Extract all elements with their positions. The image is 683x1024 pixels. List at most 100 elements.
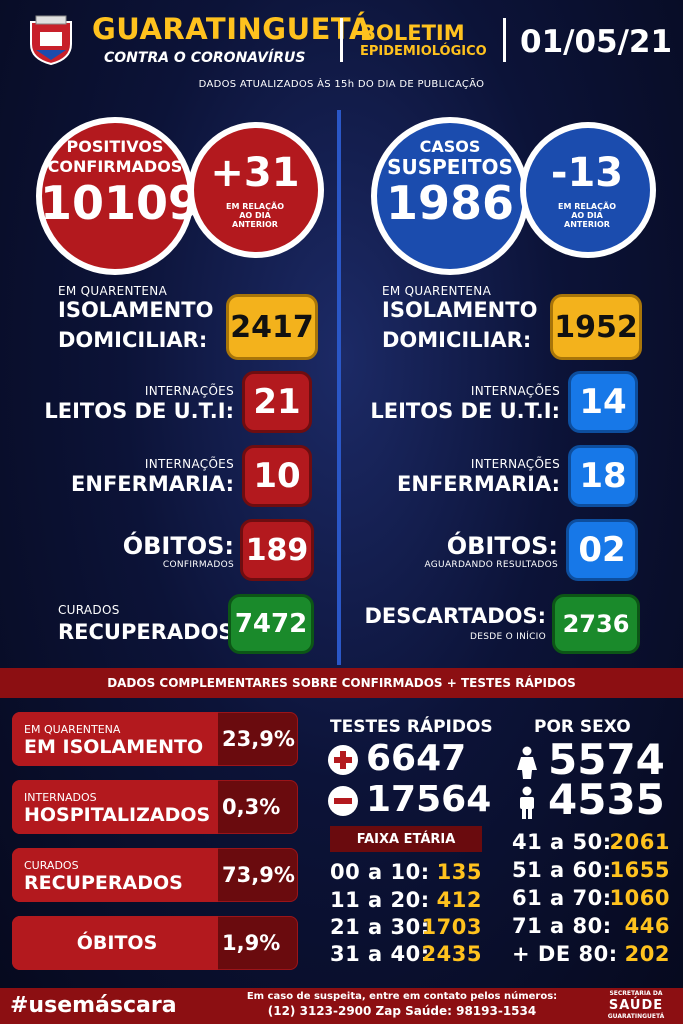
complementary-band-title: DADOS COMPLEMENTARES SOBRE CONFIRMADOS +… [107, 676, 576, 690]
female-icon [516, 746, 538, 784]
right-deaths-label: ÓBITOS: [446, 532, 558, 560]
minus-icon [328, 786, 358, 816]
right-isolation-value: 1952 [550, 294, 642, 360]
bulletin-title: BOLETIM [360, 21, 465, 45]
age-value: 135 [436, 860, 482, 884]
by-sex-title: POR SEXO [534, 717, 631, 737]
contact-line-1: Em caso de suspeita, entre em contato pe… [246, 991, 558, 1002]
confirmed-delta-note: EM RELAÇÃO AO DIA ANTERIOR [226, 202, 284, 229]
bulletin-date: 01/05/21 [520, 24, 673, 60]
right-ward-label: ENFERMARIA: [397, 472, 560, 496]
rapid-tests-title: TESTES RÁPIDOS [330, 717, 493, 737]
confirmed-delta-circle [188, 122, 324, 258]
age-value: 1060 [609, 886, 670, 910]
age-title-bar [330, 826, 482, 852]
age-row: 21 a 30: [330, 915, 430, 939]
left-uti-label: LEITOS DE U.T.I: [44, 399, 234, 423]
right-isolation-line1: ISOLAMENTO [382, 298, 538, 322]
left-isolation-small: EM QUARENTENA [58, 284, 168, 298]
pct-value: 23,9% [222, 727, 295, 751]
pct-tab [12, 712, 218, 766]
rapid-negative: 17564 [366, 779, 492, 820]
left-isolation-line1: ISOLAMENTO [58, 298, 214, 322]
pct-value: 1,9% [222, 931, 281, 955]
age-value: 2061 [609, 830, 670, 854]
column-divider [337, 110, 341, 665]
age-value: 1655 [609, 858, 670, 882]
health-dept-logo-line3: GUARATINGUETÁ [607, 1013, 665, 1020]
city-crest-icon [26, 14, 76, 66]
right-uti-label: LEITOS DE U.T.I: [370, 399, 560, 423]
suspected-label-2: SUSPEITOS [387, 155, 513, 179]
confirmed-circle [36, 117, 194, 275]
left-isolation-line2: DOMICILIAR: [58, 328, 208, 352]
header-divider [503, 18, 506, 62]
suspected-delta-circle [520, 122, 656, 258]
age-value: 446 [624, 914, 670, 938]
update-note: DADOS ATUALIZADOS ÀS 15h DO DIA DE PUBLI… [198, 79, 485, 90]
left-uti-value: 21 [242, 371, 312, 433]
pct-value: 0,3% [222, 795, 281, 819]
pct-label: ÓBITOS [76, 932, 158, 954]
age-title: FAIXA ETÁRIA [356, 832, 456, 847]
age-row: 11 a 20: [330, 888, 430, 912]
health-dept-logo-line1: SECRETARIA DA [609, 990, 663, 997]
right-uti-small: INTERNAÇÕES [470, 384, 560, 398]
left-uti-small: INTERNAÇÕES [144, 384, 234, 398]
confirmed-value: 10109 [40, 176, 201, 230]
left-deaths-value: 189 [240, 519, 314, 581]
left-deaths-label: ÓBITOS: [122, 532, 234, 560]
age-row: 00 a 10: [330, 860, 430, 884]
pct-label: EM ISOLAMENTO [24, 736, 204, 758]
right-deaths-small: AGUARDANDO RESULTADOS [424, 560, 558, 570]
age-value: 1703 [421, 915, 482, 939]
suspected-value: 1986 [385, 176, 515, 230]
left-ward-small: INTERNAÇÕES [144, 457, 234, 471]
rapid-positive: 6647 [366, 738, 467, 779]
male-count: 4535 [548, 775, 665, 824]
pct-tab [12, 848, 218, 902]
age-row: 51 a 60: [512, 858, 612, 882]
age-row: 61 a 70: [512, 886, 612, 910]
suspected-delta: -13 [550, 150, 624, 196]
left-recovered-small: CURADOS [58, 603, 120, 617]
pct-value: 73,9% [222, 863, 295, 887]
left-recovered-value: 7472 [228, 594, 314, 654]
female-count: 5574 [548, 735, 665, 784]
suspected-circle [371, 117, 529, 275]
contact-line-2: (12) 3123-2900 Zap Saúde: 98193-1534 [267, 1004, 537, 1018]
suspected-delta-note: EM RELAÇÃO AO DIA ANTERIOR [558, 202, 616, 229]
pct-label: HOSPITALIZADOS [24, 804, 211, 826]
left-recovered-label: RECUPERADOS: [58, 620, 242, 644]
right-deaths-value: 02 [566, 519, 638, 581]
age-value: 412 [436, 888, 482, 912]
header-divider [340, 18, 343, 62]
left-isolation-value: 2417 [226, 294, 318, 360]
footer-band [0, 988, 683, 1024]
age-row: 71 a 80: [512, 914, 612, 938]
confirmed-label-1: POSITIVOS [66, 137, 164, 156]
pct-small: CURADOS [24, 859, 79, 872]
hashtag: #usemáscara [10, 993, 177, 1018]
right-isolation-line2: DOMICILIAR: [382, 328, 532, 352]
health-dept-logo-line2: SAÚDE [608, 998, 664, 1013]
left-deaths-small: CONFIRMADOS [162, 560, 234, 570]
age-value: 2435 [421, 942, 482, 966]
right-ward-value: 18 [568, 445, 638, 507]
city-title: GUARATINGUETÁ [92, 12, 372, 46]
right-discarded-small: DESDE O INÍCIO [469, 632, 546, 642]
complementary-band [0, 668, 683, 698]
male-icon [516, 786, 538, 824]
pct-tab [12, 780, 218, 834]
left-ward-label: ENFERMARIA: [71, 472, 234, 496]
pct-tab [12, 916, 218, 970]
bulletin-subtitle: EPIDEMIOLÓGICO [360, 44, 487, 59]
pct-small: EM QUARENTENA [24, 723, 121, 736]
confirmed-delta: +31 [210, 150, 300, 196]
right-discarded-label: DESCARTADOS: [364, 604, 546, 628]
plus-icon [328, 745, 358, 775]
suspected-label-1: CASOS [419, 137, 481, 156]
age-value: 202 [624, 942, 670, 966]
age-row: 31 a 40: [330, 942, 430, 966]
right-discarded-value: 2736 [552, 594, 640, 654]
